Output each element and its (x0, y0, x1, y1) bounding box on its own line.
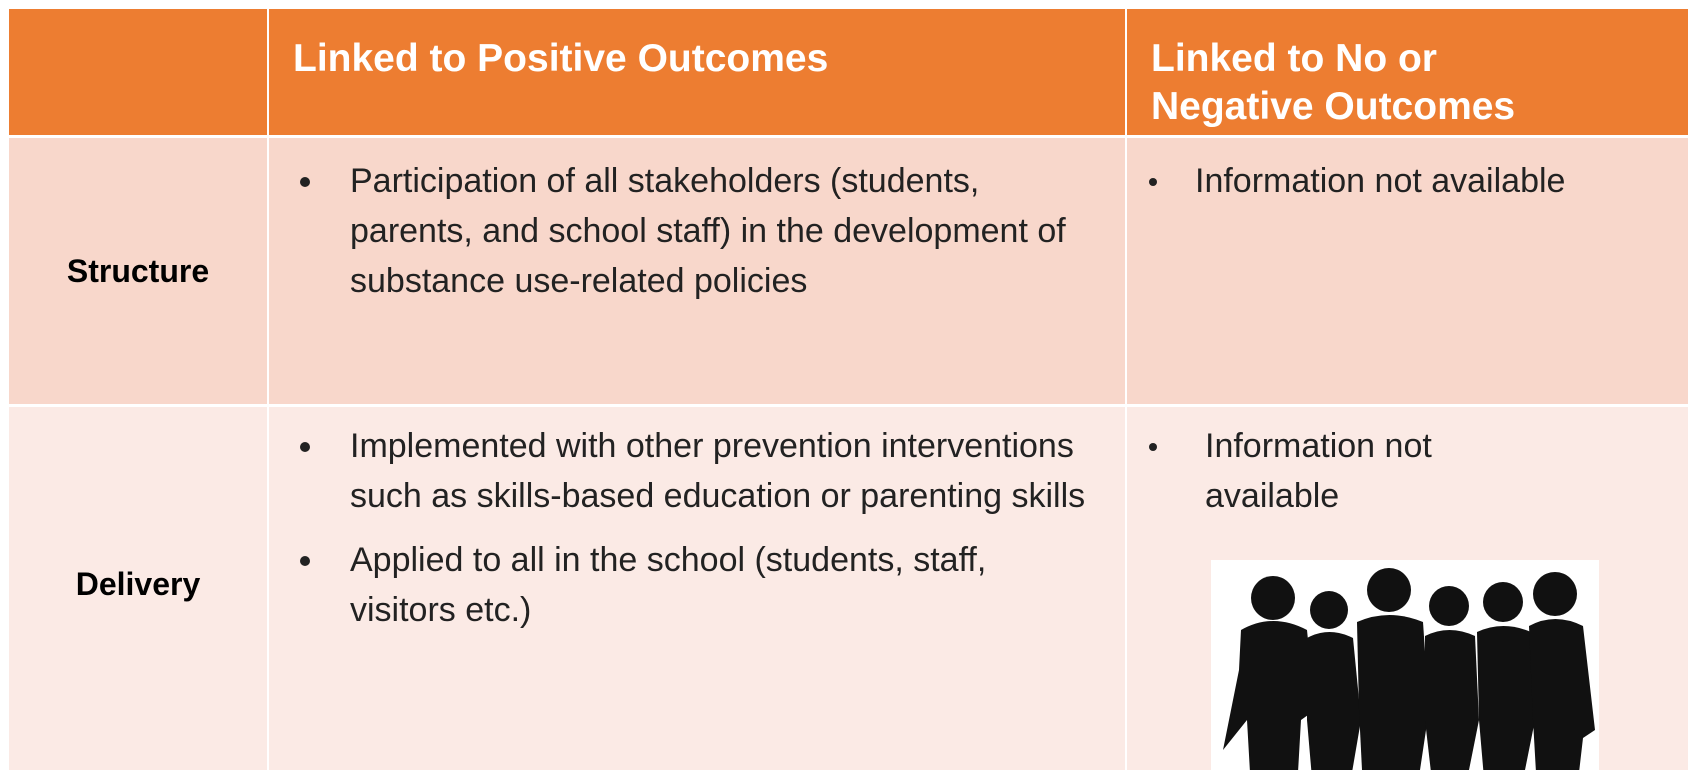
header-corner (9, 9, 267, 135)
header-text: Linked to No or Negative Outcomes (1151, 37, 1516, 128)
cell: Participation of all stakeholders (stude… (269, 138, 1125, 404)
bullet-item: Applied to all in the school (students, … (269, 535, 1095, 635)
bullet-list: Participation of all stakeholders (stude… (269, 156, 1095, 306)
bullet-list: Information not available (1127, 421, 1688, 521)
bullet-item: Information not available (1127, 421, 1495, 521)
bullet-list: Implemented with other prevention interv… (269, 421, 1095, 635)
bullet-item: Implemented with other prevention interv… (269, 421, 1095, 521)
cell: Information not available (1127, 138, 1688, 404)
row-label: Delivery (9, 407, 267, 770)
header-cell: Linked to Positive Outcomes (269, 9, 1125, 135)
bullet-list: Information not available (1127, 156, 1688, 206)
cell: Information not available (1127, 407, 1688, 770)
cell: Implemented with other prevention interv… (269, 407, 1125, 770)
people-silhouette (1211, 560, 1599, 770)
header-text: Linked to Positive Outcomes (293, 37, 829, 80)
row-label: Structure (9, 138, 267, 404)
bullet-item: Participation of all stakeholders (stude… (269, 156, 1095, 306)
header-cell: Linked to No or Negative Outcomes (1127, 9, 1688, 135)
bullet-item: Information not available (1127, 156, 1688, 206)
